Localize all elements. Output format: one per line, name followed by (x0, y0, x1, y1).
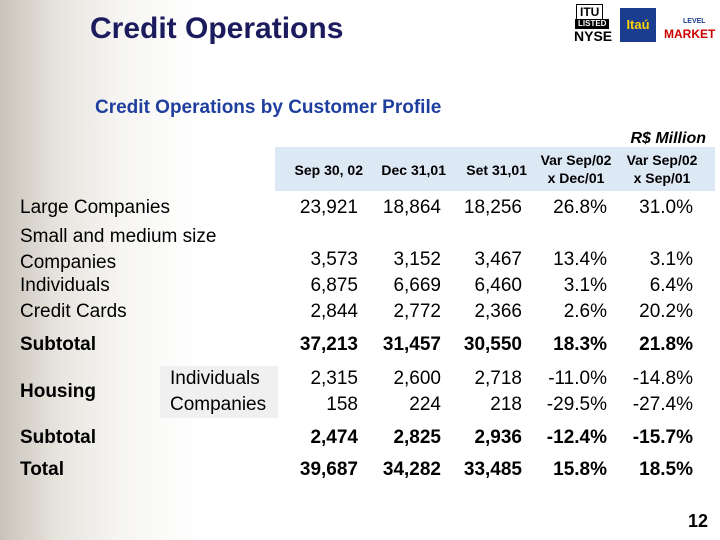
title: Credit Operations (90, 12, 344, 45)
cell: 20.2% (639, 301, 693, 322)
cell: -15.7% (632, 427, 693, 448)
cell: 2,772 (393, 301, 441, 322)
row-label: Subtotal (20, 334, 96, 355)
row-label: Companies (170, 394, 267, 415)
cell: 3.1% (563, 275, 607, 296)
cell: 218 (490, 394, 522, 415)
cell: 2,366 (474, 301, 522, 322)
page-number: 12 (687, 511, 708, 531)
cell: 2,936 (474, 427, 522, 448)
header-band (275, 147, 715, 191)
row-label: Large Companies (20, 197, 170, 218)
cell: 15.8% (553, 459, 607, 480)
cell: 3,152 (393, 249, 441, 270)
logo-text: LEVEL (683, 18, 706, 25)
cell: -12.4% (546, 427, 607, 448)
cell: 30,550 (463, 334, 522, 355)
cell: 6,875 (310, 275, 358, 296)
unit: R$ Million (630, 130, 706, 147)
row-label: Individuals (20, 275, 110, 296)
cell: 3,573 (310, 249, 358, 270)
logo-text: MARKET (664, 27, 716, 41)
row-label: Subtotal (20, 427, 96, 448)
cell: 23,921 (299, 197, 358, 218)
cell: 34,282 (382, 459, 441, 480)
column-header: Set 31,01 (466, 162, 527, 178)
cell: 2,600 (393, 368, 441, 389)
row-label: Small and medium size Companies (20, 226, 217, 273)
cell: 158 (326, 394, 358, 415)
cell: 6.4% (649, 275, 693, 296)
row-label: Credit Cards (20, 301, 127, 322)
cell: 33,485 (463, 459, 522, 480)
subtitle: Credit Operations by Customer Profile (95, 97, 442, 118)
logo-text: LISTED (575, 19, 610, 29)
cell: 18,256 (463, 197, 522, 218)
cell: -11.0% (548, 368, 607, 389)
cell: 3.1% (649, 249, 693, 270)
logo-text: ITU (576, 4, 604, 20)
cell: 6,669 (393, 275, 441, 296)
logo-text: Itaú (620, 8, 656, 42)
cell: 18.3% (553, 334, 607, 355)
cell: 37,213 (299, 334, 358, 355)
cell: 2,315 (310, 368, 358, 389)
column-header: Var Sep/02 x Sep/01 (626, 152, 698, 186)
column-header: Dec 31,01 (381, 162, 446, 178)
cell: 2,718 (474, 368, 522, 389)
column-header: Var Sep/02 x Dec/01 (540, 152, 612, 186)
cell: 13.4% (553, 249, 607, 270)
cell: -14.8% (632, 368, 693, 389)
cell: 2.6% (563, 301, 607, 322)
housing-band (160, 366, 278, 418)
cell: 2,474 (310, 427, 358, 448)
logo-text: NYSE (574, 28, 613, 44)
row-label: Individuals (170, 368, 260, 389)
cell: 39,687 (299, 459, 358, 480)
cell: 31.0% (639, 197, 693, 218)
cell: 2,825 (393, 427, 441, 448)
row-label: Total (20, 459, 64, 480)
cell: 224 (409, 394, 441, 415)
cell: -29.5% (546, 394, 607, 415)
cell: 2,844 (310, 301, 358, 322)
column-header: Sep 30, 02 (294, 162, 364, 178)
cell: 18.5% (639, 459, 693, 480)
cell: -27.4% (632, 394, 693, 415)
cell: 26.8% (553, 197, 607, 218)
cell: 3,467 (474, 249, 522, 270)
cell: 21.8% (639, 334, 693, 355)
cell: 18,864 (382, 197, 441, 218)
cell: 6,460 (474, 275, 522, 296)
cell: 31,457 (382, 334, 441, 355)
row-label: Housing (20, 381, 96, 402)
